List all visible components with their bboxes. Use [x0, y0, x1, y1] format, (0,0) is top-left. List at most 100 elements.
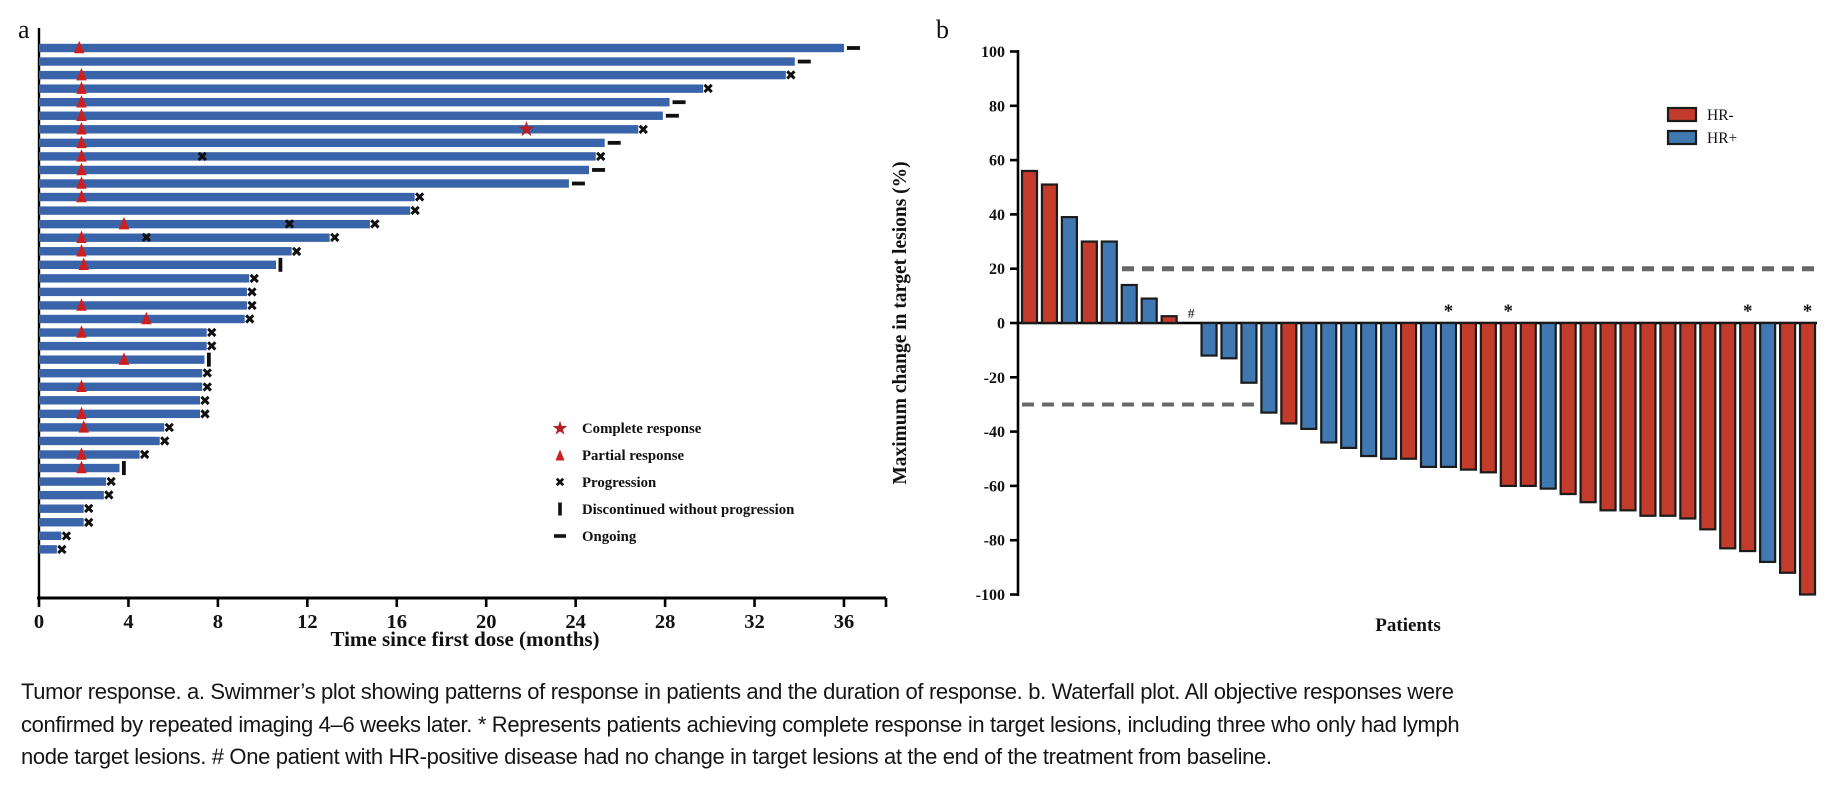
- waterfall-bar: [1080, 240, 1098, 325]
- swimmer-legend-label: Ongoing: [582, 529, 637, 545]
- swimmer-bar: [39, 450, 140, 459]
- progression-x-icon: ✖: [369, 217, 381, 233]
- complete-response-asterisk-annotation: *: [1504, 301, 1514, 322]
- swimmer-bar: [39, 274, 250, 283]
- swimmer-bar: [39, 423, 165, 432]
- waterfall-y-tick-label: 40: [989, 207, 1005, 224]
- swimmer-x-tick-label: 20: [476, 611, 497, 633]
- waterfall-bar: [1459, 321, 1478, 471]
- progression-x-icon: ✖: [414, 190, 426, 206]
- swimmer-x-tick-label: 8: [213, 611, 223, 633]
- swimmer-x-tick-label: 4: [123, 611, 133, 633]
- waterfall-bar: [1778, 321, 1797, 574]
- ongoing-dash-icon: [665, 113, 679, 118]
- waterfall-bar: [1639, 321, 1657, 517]
- discontinued-bar-icon: [121, 461, 126, 476]
- waterfall-bar: [1220, 321, 1238, 360]
- progression-x-icon: ✖: [139, 448, 151, 464]
- panel-b-x-axis-title: Patients: [1375, 615, 1440, 636]
- waterfall-bar: [1379, 321, 1398, 460]
- waterfall-bar: [1340, 321, 1358, 449]
- progression-x-icon: ✖: [199, 407, 211, 423]
- progression-x-icon: ✖: [206, 339, 218, 355]
- partial-response-triangle-icon: [76, 447, 87, 460]
- swimmer-bar: [39, 111, 663, 120]
- partial-response-triangle-icon: [76, 149, 87, 162]
- waterfall-y-tick-label: 100: [981, 44, 1005, 61]
- partial-response-triangle-icon: [76, 379, 87, 392]
- waterfall-y-tick-label: 80: [989, 98, 1005, 115]
- swimmer-bar: [39, 70, 786, 80]
- progression-x-icon: ✖: [244, 312, 256, 328]
- figure-caption: Tumor response. a. Swimmer’s plot showin…: [21, 676, 1821, 774]
- complete-response-asterisk-annotation: *: [1803, 301, 1813, 322]
- waterfall-y-tick-label: 20: [989, 261, 1005, 278]
- progression-x-icon: ✖: [159, 434, 171, 450]
- waterfall-bar: [1040, 183, 1059, 325]
- discontinued-bar-icon: [206, 352, 211, 367]
- swimmer-bar: [39, 287, 247, 297]
- progression-x-icon: ✖: [196, 149, 208, 165]
- complete-response-asterisk-annotation: *: [1444, 301, 1454, 322]
- waterfall-bar: [1539, 321, 1557, 490]
- panel-a-x-axis-title: Time since first dose (months): [330, 627, 599, 651]
- progression-x-icon: ✖: [83, 515, 95, 531]
- partial-response-triangle-icon: [76, 189, 87, 203]
- swimmer-bar: [39, 219, 370, 229]
- waterfall-bar: [1659, 321, 1677, 517]
- progression-x-icon: ✖: [284, 217, 296, 233]
- caption-line: Tumor response. a. Swimmer’s plot showin…: [21, 679, 1454, 704]
- waterfall-y-tick-label: -40: [984, 424, 1005, 441]
- waterfall-legend-swatch: [1666, 129, 1698, 146]
- waterfall-bar: [1320, 321, 1338, 444]
- progression-x-icon: ✖: [246, 298, 258, 314]
- waterfall-bar: [1280, 321, 1298, 425]
- swimmer-bar: [39, 98, 670, 107]
- waterfall-bar: [1120, 283, 1138, 325]
- progression-x-icon: ✖: [201, 380, 213, 396]
- ongoing-dash-icon: [846, 46, 860, 50]
- panel-a-label: a: [18, 15, 30, 44]
- complete-response-asterisk-annotation: *: [1743, 301, 1753, 322]
- waterfall-legend-label: HR+: [1707, 130, 1737, 147]
- partial-response-triangle-icon: [78, 257, 89, 271]
- progression-x-icon: ✖: [785, 68, 797, 84]
- swimmer-bar: [39, 409, 200, 419]
- progression-x-icon: ✖: [56, 542, 68, 558]
- waterfall-bar: [1399, 321, 1418, 460]
- swimmer-x-tick-label: 0: [34, 611, 44, 633]
- progression-x-icon: ✖: [291, 244, 303, 260]
- partial-response-triangle-icon: [76, 230, 87, 243]
- partial-response-triangle-icon: [76, 108, 87, 121]
- swimmer-bar: [39, 382, 203, 391]
- swimmer-bar: [39, 490, 104, 500]
- partial-response-triangle-icon: [118, 352, 130, 365]
- swimmer-bar: [39, 247, 292, 256]
- swimmer-bar: [39, 57, 795, 66]
- waterfall-bar: [1260, 321, 1278, 414]
- ongoing-dash-icon: [592, 168, 606, 172]
- waterfall-bar: [1798, 321, 1817, 596]
- progression-x-icon: ✖: [637, 122, 649, 138]
- swimmer-bar: [39, 125, 639, 134]
- waterfall-bar: [1559, 321, 1577, 496]
- waterfall-bar: [1200, 321, 1218, 357]
- partial-response-triangle-icon: [76, 67, 87, 81]
- ongoing-dash-icon: [554, 534, 566, 538]
- progression-x-icon: ✖: [555, 475, 565, 490]
- swimmer-bar: [39, 206, 411, 215]
- partial-response-triangle-icon: [76, 406, 87, 420]
- partial-response-triangle-icon: [76, 94, 87, 108]
- swimmer-bar: [39, 477, 107, 486]
- waterfall-bar: [1060, 216, 1079, 325]
- waterfall-y-tick-label: 60: [989, 153, 1005, 170]
- waterfall-bar: [1300, 321, 1318, 430]
- partial-response-triangle-icon: [76, 135, 87, 149]
- swimmer-bar: [39, 436, 160, 446]
- waterfall-y-tick-label: -60: [984, 478, 1005, 495]
- progression-x-icon: ✖: [246, 285, 258, 301]
- ongoing-dash-icon: [797, 59, 811, 64]
- swimmer-bar: [39, 192, 415, 202]
- waterfall-bar: [1419, 321, 1438, 468]
